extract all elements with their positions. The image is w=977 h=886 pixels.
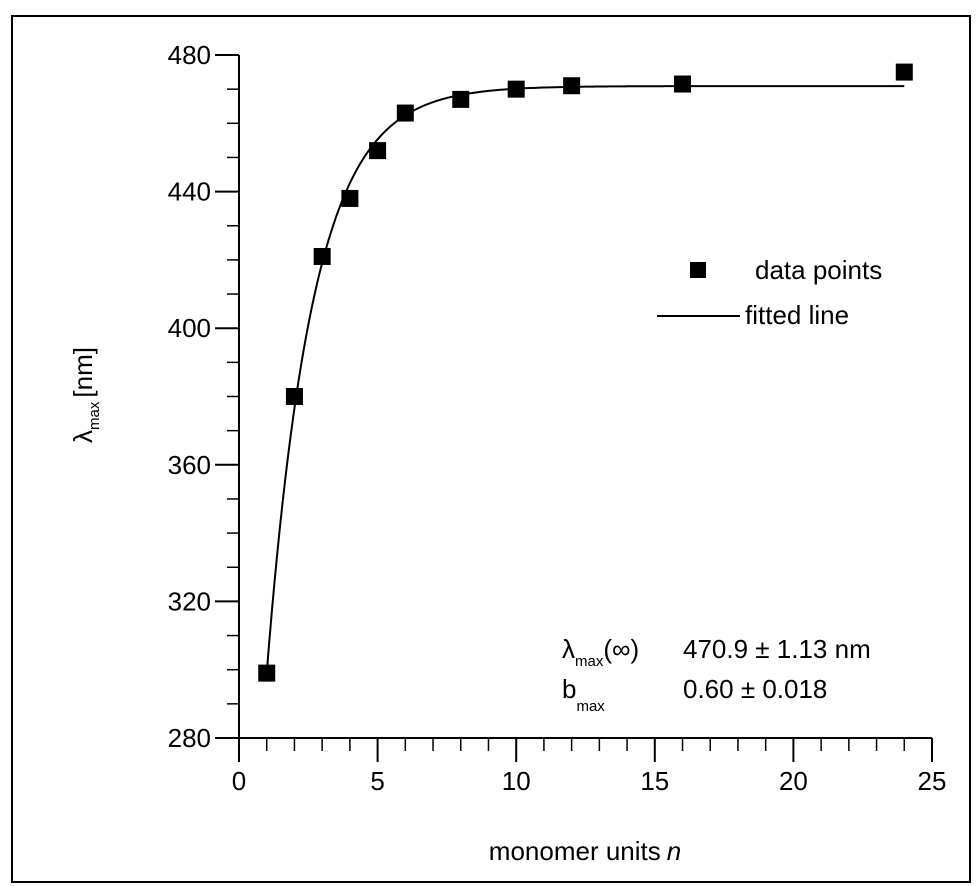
data-point (563, 77, 581, 95)
y-axis-title: λmax [nm] (68, 347, 103, 443)
y-tick-label: 360 (168, 450, 211, 480)
x-axis-title: monomer units n (489, 836, 681, 866)
y-tick-label: 440 (168, 177, 211, 207)
x-tick-label: 15 (640, 766, 669, 796)
data-point (396, 104, 414, 122)
data-points-layer (258, 63, 913, 682)
b-max-symbol: b (562, 674, 576, 704)
data-point (452, 90, 470, 108)
legend-label-data-points: data points (755, 255, 882, 285)
x-tick-label: 25 (918, 766, 947, 796)
y-tick-label: 400 (168, 313, 211, 343)
data-point (895, 63, 913, 81)
legend-marker-data-points (690, 262, 706, 278)
chart-frame (11, 15, 971, 883)
x-axis-variable: n (667, 836, 681, 866)
b-max-subscript: max (576, 698, 605, 715)
x-tick-label: 0 (232, 766, 246, 796)
b-max-label: bmax (562, 674, 605, 715)
data-point (285, 388, 303, 405)
axes: 280 320 360 400 440 480 0 5 10 15 20 25 (168, 40, 947, 796)
lambda-inf-symbol: λ (562, 634, 575, 664)
y-axis-unit: [nm] (68, 347, 98, 398)
data-point (258, 664, 276, 682)
fitted-line-layer (265, 85, 905, 674)
lambda-inf-label: λmax(∞) (562, 634, 639, 670)
y-tick-label: 480 (168, 40, 211, 70)
data-point (507, 80, 525, 98)
legend: data points fitted line (657, 255, 882, 330)
fit-parameters: λmax(∞) 470.9 ± 1.13 nm bmax 0.60 ± 0.01… (562, 634, 871, 715)
x-tick-label: 5 (370, 766, 384, 796)
data-point (341, 189, 359, 207)
lambda-inf-subscript: max (575, 653, 604, 670)
x-axis-label: monomer units (489, 836, 661, 866)
data-point (313, 247, 331, 265)
x-tick-label: 10 (502, 766, 531, 796)
b-max-value: 0.60 ± 0.018 (683, 674, 827, 704)
lambda-inf-argument: (∞) (603, 634, 639, 664)
lambda-inf-value: 470.9 ± 1.13 nm (683, 634, 871, 664)
x-tick-label: 20 (779, 766, 808, 796)
data-point (369, 142, 387, 160)
y-tick-label: 280 (168, 723, 211, 753)
y-axis-symbol: λ (68, 430, 98, 443)
legend-label-fitted-line: fitted line (745, 300, 849, 330)
y-tick-label: 320 (168, 586, 211, 616)
fitted-curve (265, 85, 905, 674)
data-point (674, 75, 692, 93)
y-axis-subscript: max (86, 401, 103, 430)
